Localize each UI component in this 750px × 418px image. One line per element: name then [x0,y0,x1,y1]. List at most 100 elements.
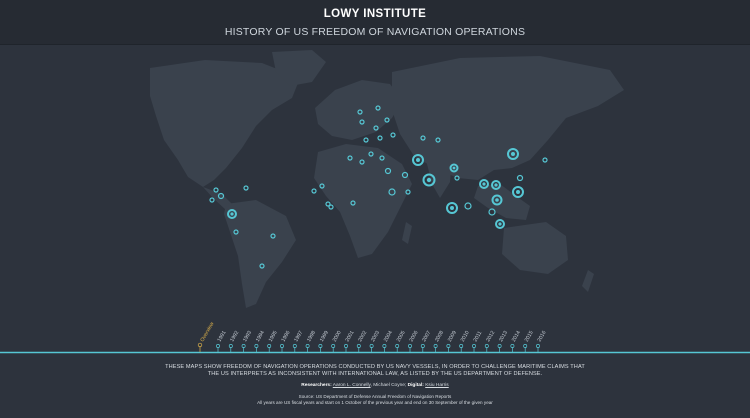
timeline-year-2000[interactable]: 2000 [331,330,343,352]
operation-marker[interactable] [435,137,441,143]
operation-marker[interactable] [446,202,458,214]
timeline-year-1996[interactable]: 1996 [280,330,292,352]
timeline-year-marker[interactable] [408,344,412,348]
timeline-year-marker[interactable] [267,344,272,348]
operation-marker[interactable] [384,117,390,123]
operation-marker[interactable] [449,163,459,173]
timeline-year-1994[interactable]: 1994 [254,330,266,352]
timeline-overview[interactable]: Overview [197,321,216,352]
timeline-year-marker[interactable] [433,344,438,348]
timeline-year-marker[interactable] [318,344,323,348]
timeline-year-2016[interactable]: 2016 [536,330,548,352]
timeline-year-label[interactable]: 1993 [242,330,253,343]
operation-marker[interactable] [488,208,496,216]
operation-marker[interactable] [368,151,374,157]
operation-marker[interactable] [328,204,334,210]
operation-marker[interactable] [375,105,381,111]
operation-marker[interactable] [357,109,363,115]
timeline-year-label[interactable]: 2014 [511,330,522,343]
operation-marker[interactable] [319,183,325,189]
timeline-year-label[interactable]: 1998 [306,330,317,343]
researcher-link[interactable]: Aaron L. Connelly [332,383,371,388]
timeline-overview-label[interactable]: Overview [200,321,216,343]
timeline-year-label[interactable]: 1991 [217,330,228,343]
timeline-year-label[interactable]: 1995 [268,330,279,343]
operation-marker[interactable] [363,137,369,143]
timeline-year-marker[interactable] [395,344,400,348]
operation-marker[interactable] [384,167,392,175]
timeline-year-label[interactable]: 2008 [434,330,445,343]
operation-marker[interactable] [209,197,215,203]
timeline-year-marker[interactable] [523,344,528,348]
timeline-year-label[interactable]: 1994 [255,330,266,343]
operation-marker[interactable] [311,188,317,194]
timeline-year-label[interactable]: 1997 [293,330,304,343]
timeline-year-2010[interactable]: 2010 [459,330,471,352]
timeline-year-marker[interactable] [331,344,336,348]
timeline-year-1992[interactable]: 1992 [228,330,240,352]
timeline-year-1995[interactable]: 1995 [267,330,279,352]
operation-marker[interactable] [422,173,436,187]
operation-marker[interactable] [464,202,472,210]
timeline-year-marker[interactable] [484,344,489,348]
timeline-year-2015[interactable]: 2015 [523,330,535,352]
timeline-year-marker[interactable] [472,344,476,348]
timeline[interactable]: Overview 1991 1992 1993 1994 1995 1996 1997 199… [0,300,750,360]
timeline-year-label[interactable]: 2007 [421,330,432,343]
timeline-year-2004[interactable]: 2004 [382,330,394,352]
timeline-year-label[interactable]: 2005 [396,330,407,343]
timeline-year-marker[interactable] [216,344,220,348]
timeline-year-label[interactable]: 2015 [524,330,535,343]
timeline-year-2005[interactable]: 2005 [395,330,407,352]
timeline-year-label[interactable]: 2016 [537,330,548,343]
timeline-year-2008[interactable]: 2008 [433,330,445,352]
timeline-year-2001[interactable]: 2001 [344,330,356,352]
operation-marker[interactable] [379,155,385,161]
timeline-year-label[interactable]: 1992 [229,330,240,343]
timeline-year-label[interactable]: 2010 [460,330,471,343]
timeline-year-2012[interactable]: 2012 [484,330,496,352]
operation-marker[interactable] [373,125,379,131]
operation-marker[interactable] [491,180,501,190]
timeline-year-label[interactable]: 2001 [345,330,356,343]
timeline-year-marker[interactable] [305,344,310,348]
timeline-overview-marker[interactable] [197,342,203,348]
timeline-year-label[interactable]: 2004 [383,330,394,343]
operation-marker[interactable] [479,179,489,189]
timeline-year-marker[interactable] [356,344,361,348]
timeline-year-2009[interactable]: 2009 [446,330,458,352]
operation-marker[interactable] [270,233,276,239]
operation-marker[interactable] [401,171,409,179]
timeline-year-label[interactable]: 2006 [409,330,420,343]
timeline-year-label[interactable]: 2002 [357,330,368,343]
operation-marker[interactable] [359,119,365,125]
timeline-year-label[interactable]: 2012 [485,330,496,343]
timeline-year-label[interactable]: 2013 [498,330,509,343]
operation-marker[interactable] [405,189,411,195]
operation-marker[interactable] [325,201,331,207]
timeline-year-2003[interactable]: 2003 [369,330,381,352]
timeline-year-1997[interactable]: 1997 [292,330,304,352]
timeline-year-1993[interactable]: 1993 [241,330,253,352]
timeline-year-label[interactable]: 2009 [447,330,458,343]
timeline-year-label[interactable]: 1999 [319,330,330,343]
timeline-year-label[interactable]: 2011 [473,330,484,343]
operation-marker[interactable] [217,192,225,200]
operation-marker[interactable] [542,157,548,163]
timeline-year-1998[interactable]: 1998 [305,330,317,352]
digital-link[interactable]: Ksiu Harris [425,383,449,388]
timeline-year-2011[interactable]: 2011 [472,330,483,352]
timeline-year-marker[interactable] [382,344,387,348]
operation-marker[interactable] [233,229,239,235]
timeline-year-1999[interactable]: 1999 [318,330,330,352]
operation-marker[interactable] [359,159,365,165]
timeline-year-marker[interactable] [344,344,348,348]
operation-marker[interactable] [388,188,396,196]
operation-marker[interactable] [227,209,237,219]
operation-marker[interactable] [516,174,524,182]
timeline-year-marker[interactable] [241,344,246,348]
timeline-year-2014[interactable]: 2014 [510,330,522,352]
timeline-year-marker[interactable] [446,344,451,348]
operation-marker[interactable] [495,219,505,229]
timeline-year-2013[interactable]: 2013 [497,330,509,352]
